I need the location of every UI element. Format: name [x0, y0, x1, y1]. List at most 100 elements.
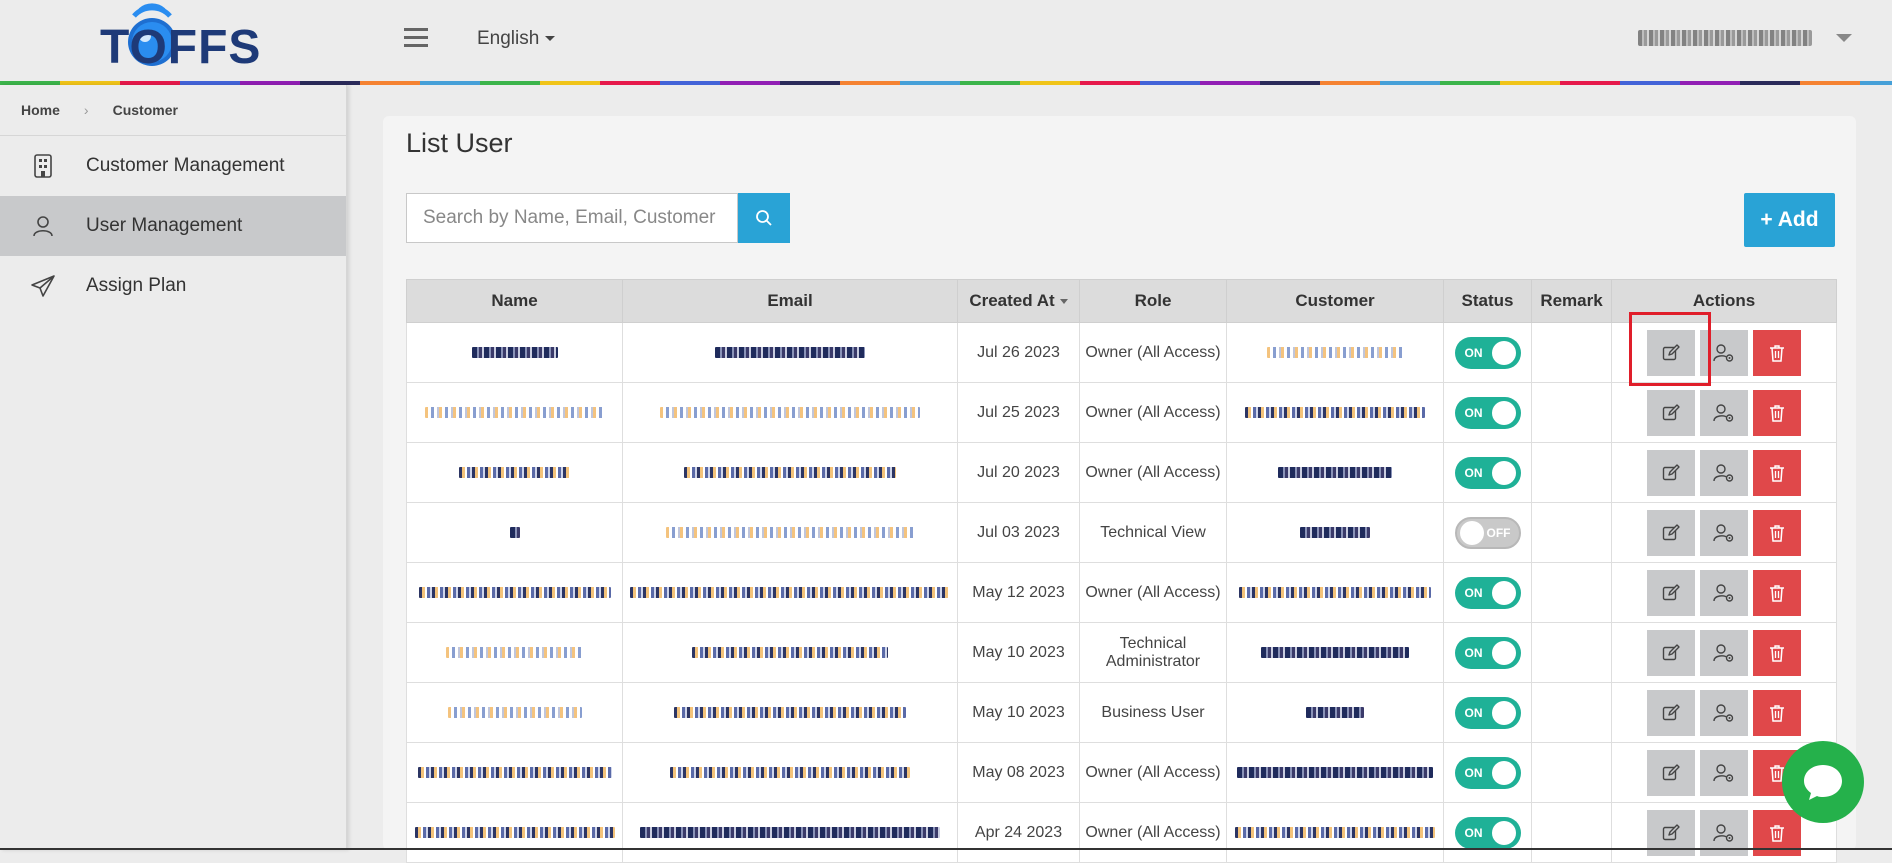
edit-button[interactable]	[1647, 329, 1695, 376]
assign-user-button[interactable]	[1700, 809, 1748, 856]
status-toggle-label: ON	[1464, 765, 1483, 780]
cell-created-at: Jul 26 2023	[957, 322, 1080, 383]
status-toggle[interactable]: ON	[1454, 636, 1521, 669]
status-toggle[interactable]: ON	[1454, 696, 1521, 729]
status-toggle[interactable]: ON	[1454, 456, 1521, 489]
sidebar-item-customer-management[interactable]: Customer Management	[0, 136, 346, 196]
cell-email	[622, 382, 958, 443]
column-header-remark[interactable]: Remark	[1531, 279, 1612, 323]
cell-name	[406, 742, 623, 803]
cell-name	[406, 382, 623, 443]
cell-email	[622, 682, 958, 743]
assign-user-button[interactable]	[1700, 749, 1748, 796]
delete-button[interactable]	[1753, 689, 1801, 736]
trash-icon	[1770, 404, 1784, 422]
delete-button[interactable]	[1753, 809, 1801, 856]
delete-button[interactable]	[1753, 629, 1801, 676]
status-toggle-label: ON	[1464, 645, 1483, 660]
delete-button[interactable]	[1753, 569, 1801, 616]
trash-icon	[1770, 524, 1784, 542]
column-header-customer[interactable]: Customer	[1226, 279, 1444, 323]
assign-user-button[interactable]	[1700, 509, 1748, 556]
row-actions	[1616, 689, 1832, 736]
edit-icon	[1662, 343, 1680, 360]
assign-user-button[interactable]	[1700, 329, 1748, 376]
status-toggle[interactable]: ON	[1454, 756, 1521, 789]
cell-role: Owner (All Access)	[1079, 322, 1227, 383]
user-menu-caret-icon[interactable]	[1836, 34, 1852, 42]
cell-role: Technical Administrator	[1079, 622, 1227, 683]
column-header-role[interactable]: Role	[1079, 279, 1227, 323]
redacted-name	[418, 586, 611, 598]
edit-button[interactable]	[1647, 629, 1695, 676]
delete-button[interactable]	[1753, 329, 1801, 376]
row-actions	[1616, 449, 1832, 496]
table-row: Apr 24 2023 Owner (All Access) ON	[406, 802, 1837, 863]
cell-email	[622, 742, 958, 803]
column-header-created-at[interactable]: Created At	[957, 279, 1080, 323]
edit-button[interactable]	[1647, 689, 1695, 736]
cell-status: ON	[1443, 382, 1532, 443]
user-settings-icon	[1713, 343, 1734, 362]
delete-button[interactable]	[1753, 449, 1801, 496]
page-title: List User	[406, 128, 513, 158]
edit-icon	[1662, 703, 1680, 720]
edit-icon	[1662, 523, 1680, 540]
cell-name	[406, 442, 623, 503]
search-input[interactable]	[406, 193, 738, 243]
cell-created-at: Jul 03 2023	[957, 502, 1080, 563]
toffs-logo[interactable]: TOFFS	[100, 2, 260, 74]
cell-role: Business User	[1079, 682, 1227, 743]
delete-button[interactable]	[1753, 509, 1801, 556]
cell-name	[406, 622, 623, 683]
cell-created-at: Jul 20 2023	[957, 442, 1080, 503]
assign-user-button[interactable]	[1700, 629, 1748, 676]
redacted-email	[684, 466, 896, 478]
column-header-status[interactable]: Status	[1443, 279, 1532, 323]
hamburger-menu-icon[interactable]	[404, 28, 428, 50]
edit-icon	[1662, 403, 1680, 420]
user-email-redacted[interactable]	[1638, 30, 1812, 46]
status-toggle[interactable]: ON	[1454, 576, 1521, 609]
status-toggle[interactable]: ON	[1454, 336, 1521, 369]
assign-user-button[interactable]	[1700, 569, 1748, 616]
trash-icon	[1770, 464, 1784, 482]
edit-button[interactable]	[1647, 509, 1695, 556]
status-toggle[interactable]: ON	[1454, 396, 1521, 429]
cell-remark	[1531, 622, 1612, 683]
cell-remark	[1531, 502, 1612, 563]
column-header-email[interactable]: Email	[622, 279, 958, 323]
cell-status: ON	[1443, 562, 1532, 623]
column-header-name[interactable]: Name	[406, 279, 623, 323]
assign-user-button[interactable]	[1700, 689, 1748, 736]
search-button[interactable]	[738, 193, 790, 243]
status-toggle[interactable]: ON	[1454, 816, 1521, 849]
breadcrumb-home[interactable]: Home	[21, 102, 60, 118]
user-table: Name Email Created At Role Customer Stat…	[406, 279, 1837, 863]
delete-button[interactable]	[1753, 389, 1801, 436]
toggle-knob	[1491, 700, 1516, 725]
cell-role: Technical View	[1079, 502, 1227, 563]
edit-button[interactable]	[1647, 569, 1695, 616]
redacted-email	[666, 526, 914, 538]
sort-desc-icon	[1059, 299, 1068, 305]
assign-user-button[interactable]	[1700, 389, 1748, 436]
sidebar-item-user-management[interactable]: User Management	[0, 196, 346, 256]
row-actions	[1616, 389, 1832, 436]
language-dropdown[interactable]: English	[477, 28, 556, 50]
add-user-button[interactable]: + Add	[1744, 193, 1835, 247]
edit-button[interactable]	[1647, 389, 1695, 436]
cell-actions	[1611, 442, 1837, 503]
status-toggle[interactable]: OFF	[1454, 516, 1521, 549]
edit-button[interactable]	[1647, 809, 1695, 856]
sidebar-item-assign-plan[interactable]: Assign Plan	[0, 256, 346, 316]
redacted-customer	[1235, 826, 1435, 838]
edit-button[interactable]	[1647, 749, 1695, 796]
trash-icon	[1770, 704, 1784, 722]
edit-button[interactable]	[1647, 449, 1695, 496]
cell-customer	[1226, 622, 1444, 683]
trash-icon	[1770, 344, 1784, 362]
assign-user-button[interactable]	[1700, 449, 1748, 496]
status-toggle-label: ON	[1464, 705, 1483, 720]
chat-widget-button[interactable]	[1782, 741, 1864, 823]
